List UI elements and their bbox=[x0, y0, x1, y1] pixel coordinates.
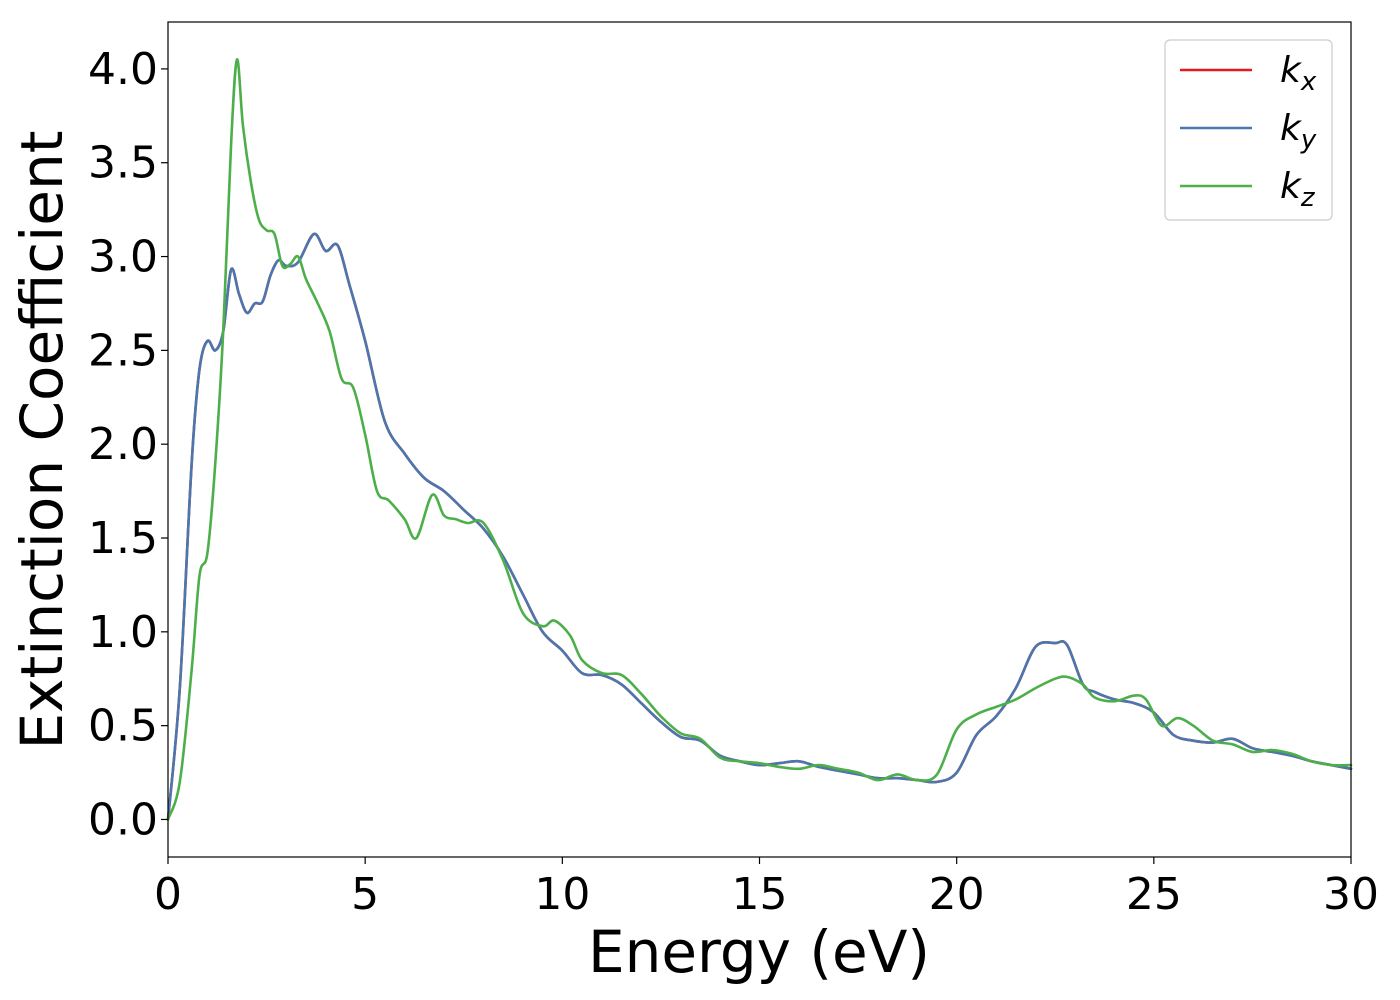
x-axis-title: Energy (eV) bbox=[588, 918, 930, 986]
y-tick-label: 2.5 bbox=[88, 325, 158, 376]
legend-label-ky: ky bbox=[1280, 108, 1317, 155]
series-line-kz bbox=[166, 58, 1353, 821]
y-tick-label: 2.0 bbox=[88, 419, 158, 470]
x-tick-label: 20 bbox=[929, 869, 985, 920]
x-tick-label: 5 bbox=[351, 869, 379, 920]
x-tick-label: 30 bbox=[1323, 869, 1379, 920]
series-line-ky bbox=[166, 232, 1353, 821]
x-tick-label: 15 bbox=[732, 869, 788, 920]
legend-frame bbox=[1164, 39, 1333, 221]
y-tick-label: 0.5 bbox=[88, 701, 158, 752]
x-tick-label: 25 bbox=[1126, 869, 1182, 920]
legend-label-kx: kx bbox=[1280, 50, 1317, 97]
x-axis: 0 5 10 15 20 25 30 bbox=[154, 857, 1379, 920]
legend-label-kz: kz bbox=[1280, 166, 1316, 213]
y-axis: 0.0 0.5 1.0 1.5 2.0 2.5 3.0 3.5 4.0 bbox=[88, 44, 168, 845]
series-layer bbox=[166, 58, 1353, 821]
legend: kx ky kz bbox=[1164, 39, 1333, 221]
y-tick-label: 4.0 bbox=[88, 44, 158, 95]
y-tick-label: 1.0 bbox=[88, 607, 158, 658]
y-tick-label: 3.5 bbox=[88, 138, 158, 189]
y-tick-label: 1.5 bbox=[88, 513, 158, 564]
y-tick-label: 0.0 bbox=[88, 794, 158, 845]
y-axis-title: Extinction Coefficient bbox=[8, 131, 76, 750]
x-tick-label: 0 bbox=[154, 869, 182, 920]
y-tick-label: 3.0 bbox=[88, 232, 158, 283]
x-tick-label: 10 bbox=[534, 869, 590, 920]
